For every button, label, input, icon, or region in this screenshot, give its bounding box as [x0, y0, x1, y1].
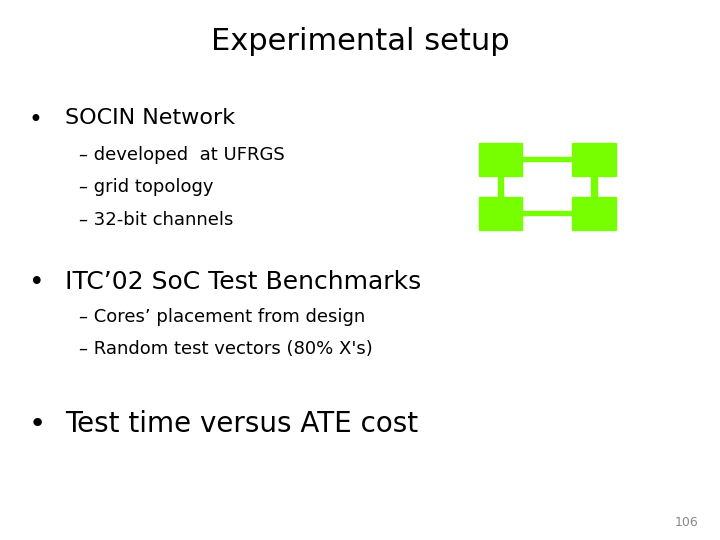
Text: – grid topology: – grid topology [79, 178, 214, 196]
Text: – 32-bit channels: – 32-bit channels [79, 211, 233, 228]
Text: •: • [29, 108, 42, 132]
Text: SOCIN Network: SOCIN Network [65, 108, 235, 128]
Bar [522, 211, 572, 215]
Bar [479, 143, 522, 176]
Text: •: • [29, 410, 46, 438]
Bar [498, 176, 503, 197]
Text: ITC’02 SoC Test Benchmarks: ITC’02 SoC Test Benchmarks [65, 270, 421, 294]
Text: Experimental setup: Experimental setup [211, 27, 509, 56]
Text: – Random test vectors (80% X's): – Random test vectors (80% X's) [79, 340, 373, 358]
Text: – Cores’ placement from design: – Cores’ placement from design [79, 308, 366, 326]
Bar [479, 197, 522, 230]
Text: •: • [29, 270, 45, 296]
Text: 106: 106 [675, 516, 698, 529]
Text: Test time versus ATE cost: Test time versus ATE cost [65, 410, 418, 438]
Bar [591, 176, 597, 197]
Bar [572, 197, 616, 230]
Bar [572, 143, 616, 176]
Bar [522, 157, 572, 161]
Text: – developed  at UFRGS: – developed at UFRGS [79, 146, 285, 164]
